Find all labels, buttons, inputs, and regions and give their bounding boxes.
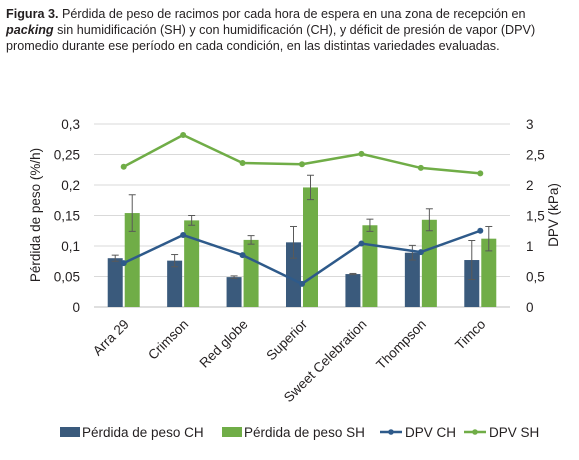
dpv-sh-point: [180, 131, 187, 138]
gridlines: [94, 123, 510, 308]
dpv-sh-point: [120, 163, 127, 170]
x-tick-label: Red globe: [197, 317, 251, 371]
y2-tick-label: 0: [526, 300, 534, 315]
legend-marker-line-sh: [472, 429, 478, 435]
legend-swatch-bar-sh: [222, 427, 242, 437]
dpv-sh-point: [299, 161, 305, 168]
dpv-sh-point: [477, 170, 484, 177]
y-tick-label: 0,2: [61, 178, 80, 193]
x-tick-label: Timco: [452, 317, 488, 353]
bar-sh: [481, 238, 497, 307]
y2-tick-label: 1,5: [526, 209, 545, 224]
y-tick-label: 0,15: [54, 209, 80, 224]
figure-caption: Figura 3. Pérdida de peso de racimos por…: [6, 6, 572, 54]
y-tick-label: 0: [72, 300, 80, 315]
error-bars: [111, 174, 493, 281]
bar-sh: [184, 220, 200, 307]
caption-text-after: sin humidificación (SH) y con humidifica…: [6, 23, 536, 53]
dpv-ch-point: [239, 252, 246, 259]
x-tick-label: Superior: [263, 316, 310, 363]
y-tick-label: 0,05: [54, 270, 80, 285]
x-tick-label: Crimson: [145, 317, 191, 363]
x-tick-label: Arra 29: [90, 317, 132, 359]
bar-ch: [167, 260, 183, 307]
caption-keyword: packing: [6, 23, 54, 37]
dpv-ch-point: [358, 240, 365, 247]
legend-label-bar-sh: Pérdida de peso SH: [244, 425, 365, 440]
bar-sh: [421, 219, 437, 307]
y-tick-label: 0,3: [61, 117, 80, 132]
y-axis-title: Pérdida de peso (%/h): [28, 148, 43, 282]
bar-sh: [303, 187, 318, 307]
bar-ch: [286, 242, 301, 307]
dpv-sh-point: [358, 150, 365, 157]
y-tick-label: 0,1: [61, 239, 80, 254]
dpv-ch-point: [477, 227, 484, 234]
dpv-ch-point: [180, 232, 187, 239]
bar-ch: [464, 260, 480, 307]
bar-ch: [404, 252, 420, 307]
dpv-sh-point: [417, 164, 424, 171]
caption-text-before: Pérdida de peso de racimos por cada hora…: [58, 7, 526, 21]
y2-tick-label: 2,5: [526, 148, 545, 163]
bar-sh: [243, 239, 259, 307]
y-tick-label: 0,25: [54, 148, 80, 163]
y2-axis-title: DPV (kPa): [546, 183, 561, 247]
dpv-ch-point: [120, 260, 127, 267]
bar-sh: [362, 225, 378, 307]
dpv-ch-point: [417, 249, 424, 256]
y2-tick-label: 2: [526, 178, 534, 193]
x-tick-label: Thompson: [373, 317, 429, 373]
legend: Pérdida de peso CH Pérdida de peso SH DP…: [60, 425, 539, 440]
y2-tick-label: 1: [526, 239, 534, 254]
bar-ch: [226, 277, 242, 307]
legend-swatch-bar-ch: [60, 427, 80, 437]
y2-tick-label: 3: [526, 117, 534, 132]
bar-ch: [345, 274, 361, 307]
dpv-lines: [120, 131, 484, 287]
legend-label-line-ch: DPV CH: [405, 425, 456, 440]
dpv-sh-point: [239, 160, 246, 167]
legend-label-bar-ch: Pérdida de peso CH: [82, 425, 204, 440]
dpv-ch-point: [299, 280, 305, 287]
legend-label-line-sh: DPV SH: [489, 425, 539, 440]
bars: [107, 187, 497, 307]
y2-tick-label: 0,5: [526, 270, 545, 285]
legend-marker-line-ch: [388, 429, 394, 435]
caption-label: Figura 3.: [6, 7, 59, 21]
bar-ch: [107, 258, 123, 307]
